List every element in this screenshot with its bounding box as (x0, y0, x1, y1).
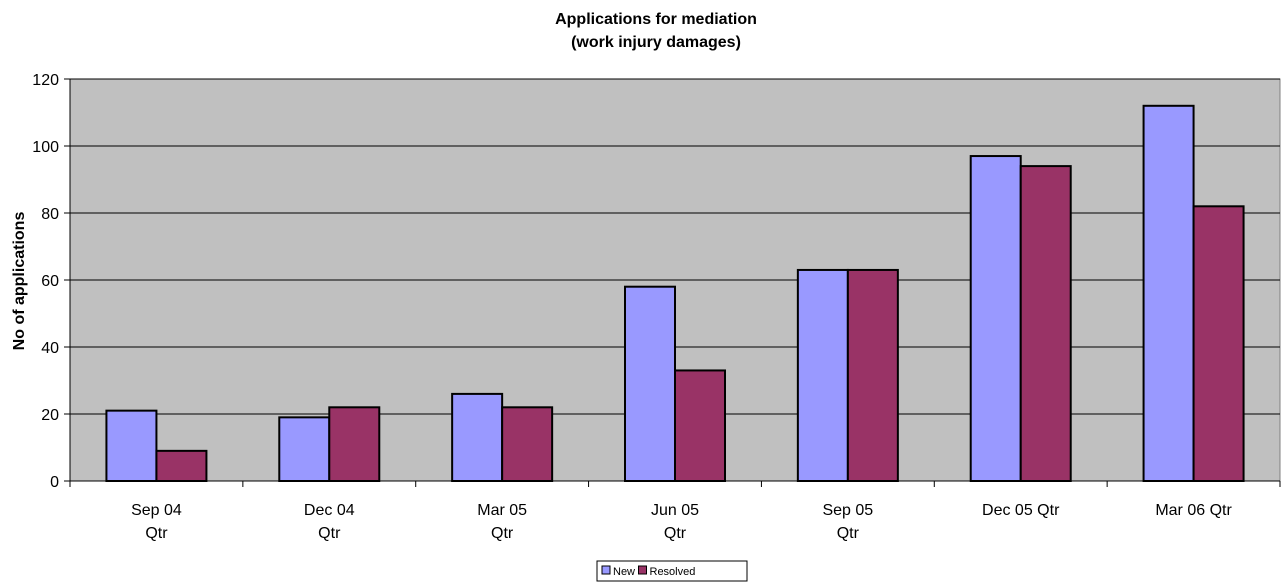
x-tick-label: Dec 04 (304, 502, 355, 519)
bar-resolved (328, 406, 381, 482)
x-tick-label: Qtr (664, 525, 687, 542)
bar-new (1142, 104, 1195, 483)
bar-new (796, 268, 849, 483)
legend-label-new: New (613, 566, 635, 578)
legend-label-resolved: Resolved (650, 566, 696, 578)
x-tick-label: Sep 04 (131, 502, 182, 519)
y-tick-label: 80 (41, 206, 59, 223)
bar-resolved (674, 369, 726, 483)
legend-swatch-new (601, 565, 611, 575)
chart-title-line-1: Applications for mediation (555, 11, 757, 28)
y-tick-label: 100 (32, 139, 59, 156)
bar-resolved (1019, 165, 1072, 482)
x-tick-label: Mar 06 Qtr (1155, 502, 1232, 519)
bar-new (624, 285, 676, 483)
y-axis-label: No of applications (11, 212, 28, 351)
y-tick-label: 60 (41, 273, 59, 290)
bar-new (278, 416, 331, 483)
y-tick-label: 40 (41, 340, 59, 357)
legend-swatch-resolved (638, 565, 647, 575)
legend-box (596, 560, 748, 582)
bar-new (969, 155, 1022, 483)
bar-resolved (846, 268, 899, 483)
x-tick-label: Dec 05 Qtr (982, 502, 1060, 519)
bar-resolved (1192, 205, 1245, 483)
bar-resolved (155, 449, 208, 483)
x-tick-label: Qtr (837, 525, 860, 542)
bar-new (105, 409, 158, 482)
y-tick-label: 0 (50, 474, 59, 491)
bar-new (451, 392, 504, 482)
legend: New Resolved (596, 560, 748, 582)
x-tick-label: Mar 05 (477, 502, 527, 519)
chart-title-line-2: (work injury damages) (571, 34, 741, 51)
x-tick-label: Qtr (145, 525, 168, 542)
y-tick-label: 20 (41, 407, 59, 424)
x-tick-label: Qtr (491, 525, 514, 542)
plot-area: 0 20 40 60 80 100 120 Sep 04 Qtr Dec 04 Qtr Mar 05 Q… (32, 72, 1281, 542)
x-tick-label: Sep 05 (822, 502, 873, 519)
bar-resolved (501, 406, 554, 482)
y-tick-label: 120 (32, 72, 59, 89)
x-tick-label: Jun 05 (651, 502, 699, 519)
x-tick-label: Qtr (318, 525, 341, 542)
